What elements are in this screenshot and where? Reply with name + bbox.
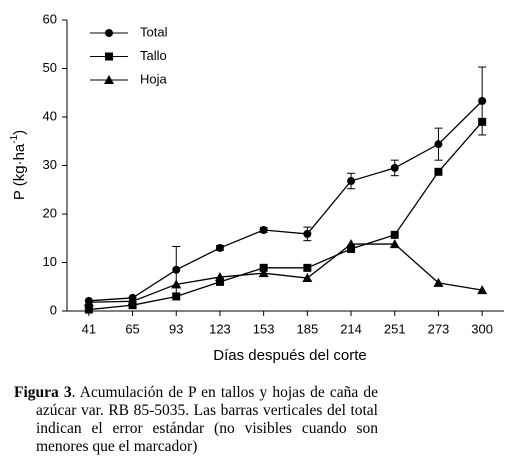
x-tick-label: 153 xyxy=(253,321,275,336)
marker xyxy=(302,273,313,283)
x-tick-label: 185 xyxy=(296,321,318,336)
marker xyxy=(347,244,356,253)
x-tick-label: 251 xyxy=(384,321,406,336)
legend-marker xyxy=(104,75,114,84)
legend-marker xyxy=(105,29,113,37)
marker xyxy=(84,305,93,314)
marker xyxy=(171,279,182,289)
marker xyxy=(172,265,181,274)
marker xyxy=(259,226,268,235)
caption: Figura 3. Acumulación de P en tallos y h… xyxy=(14,384,378,456)
marker xyxy=(258,268,269,278)
series-line xyxy=(88,121,483,311)
marker xyxy=(390,230,399,239)
x-tick-label: 300 xyxy=(471,321,493,336)
y-tick-label: 40 xyxy=(43,108,57,123)
marker xyxy=(172,292,181,301)
marker xyxy=(390,163,399,172)
y-axis-title-text: P (kg·ha xyxy=(11,143,28,200)
marker xyxy=(477,285,488,295)
marker xyxy=(478,117,487,126)
y-tick-label: 20 xyxy=(43,205,57,220)
y-axis-title-sup: -1 xyxy=(9,134,20,143)
marker xyxy=(259,263,268,272)
caption-label: Figura 3 xyxy=(14,384,72,401)
marker xyxy=(346,239,357,249)
legend-marker xyxy=(105,52,113,61)
caption-text: . Acumulación de P en tallos y hojas de … xyxy=(36,384,379,455)
series-line xyxy=(88,100,483,302)
marker xyxy=(215,277,224,286)
x-tick-label: 214 xyxy=(340,321,362,336)
legend-label: Total xyxy=(140,24,168,39)
chart: Días después del corte P (kg·ha-1) 0 10 20… xyxy=(9,11,504,364)
marker xyxy=(389,239,400,249)
marker xyxy=(215,243,224,252)
marker xyxy=(434,140,443,149)
x-tick-label: 65 xyxy=(125,321,139,336)
legend-label: Hoja xyxy=(140,71,168,86)
marker xyxy=(434,167,443,176)
y-tick-label: 30 xyxy=(43,157,57,172)
y-tick-label: 10 xyxy=(43,254,57,269)
y-tick-label: 60 xyxy=(43,11,57,26)
x-tick-label: 93 xyxy=(169,321,183,336)
x-tick-label: 273 xyxy=(428,321,450,336)
x-tick-label: 123 xyxy=(209,321,231,336)
marker xyxy=(127,296,138,306)
marker xyxy=(433,277,444,287)
marker xyxy=(303,263,312,272)
marker xyxy=(83,297,94,307)
legend-label: Tallo xyxy=(140,48,167,63)
marker xyxy=(478,96,487,105)
y-tick-label: 50 xyxy=(43,60,57,75)
marker xyxy=(303,229,312,238)
x-axis-title: Días después del corte xyxy=(213,347,366,364)
marker xyxy=(347,177,356,186)
y-axis-title: P (kg·ha-1) xyxy=(9,130,28,200)
series-line xyxy=(88,243,483,303)
y-axis-title-suffix: ) xyxy=(11,130,28,135)
x-tick-label: 41 xyxy=(82,321,96,336)
y-tick-label: 0 xyxy=(50,302,57,317)
marker xyxy=(214,272,225,282)
